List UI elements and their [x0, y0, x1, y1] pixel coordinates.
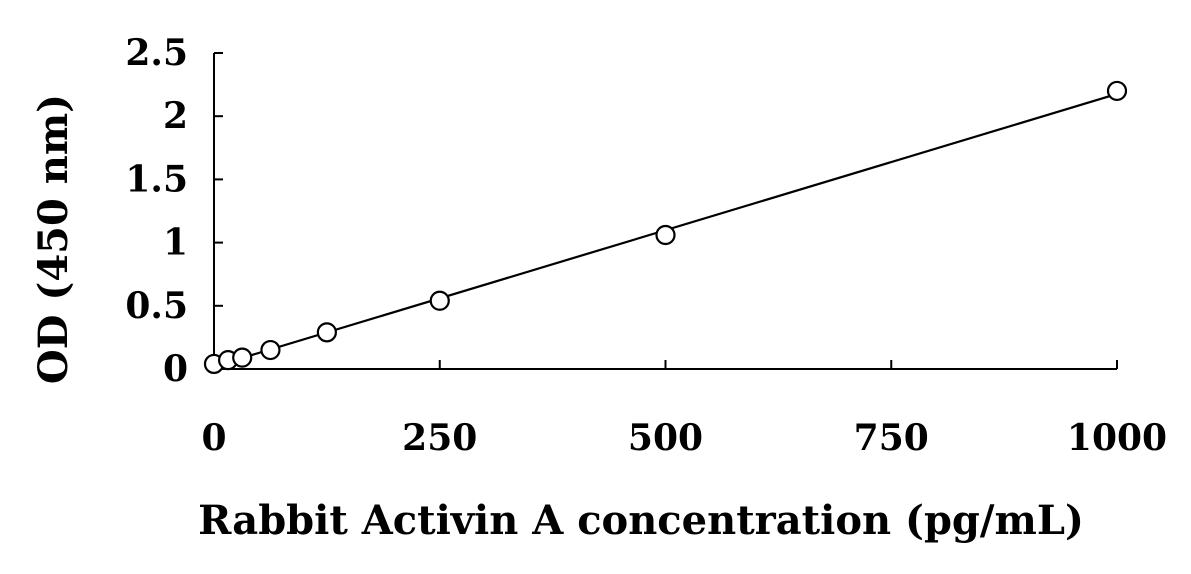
data-point-marker: [1106, 80, 1128, 102]
data-points: [203, 80, 1128, 375]
x-tick-label: 500: [628, 417, 703, 459]
x-axis-ticks: 0 250 500 750 1000: [201, 360, 1167, 459]
x-axis-title: Rabbit Activin A concentration (pg/mL): [198, 497, 1084, 544]
x-tick-label: 750: [854, 417, 929, 459]
data-point-marker: [316, 322, 337, 343]
y-tick-label: 2.5: [125, 32, 188, 74]
y-axis-ticks: 0 0.5 1 1.5 2 2.5: [125, 32, 223, 390]
y-tick-label: 0: [163, 348, 188, 390]
data-point-marker: [232, 347, 253, 368]
x-tick-label: 250: [402, 417, 477, 459]
y-tick-label: 1.5: [125, 158, 188, 200]
data-point-marker: [655, 224, 676, 246]
y-tick-label: 1: [163, 222, 188, 264]
y-tick-label: 0.5: [125, 285, 188, 327]
x-tick-label: 1000: [1067, 417, 1167, 459]
y-tick-label: 2: [163, 95, 188, 137]
x-tick-label: 0: [201, 417, 226, 459]
data-point-marker: [429, 290, 450, 311]
y-axis-title: OD (450 nm): [30, 94, 77, 384]
data-point-marker: [260, 339, 281, 361]
